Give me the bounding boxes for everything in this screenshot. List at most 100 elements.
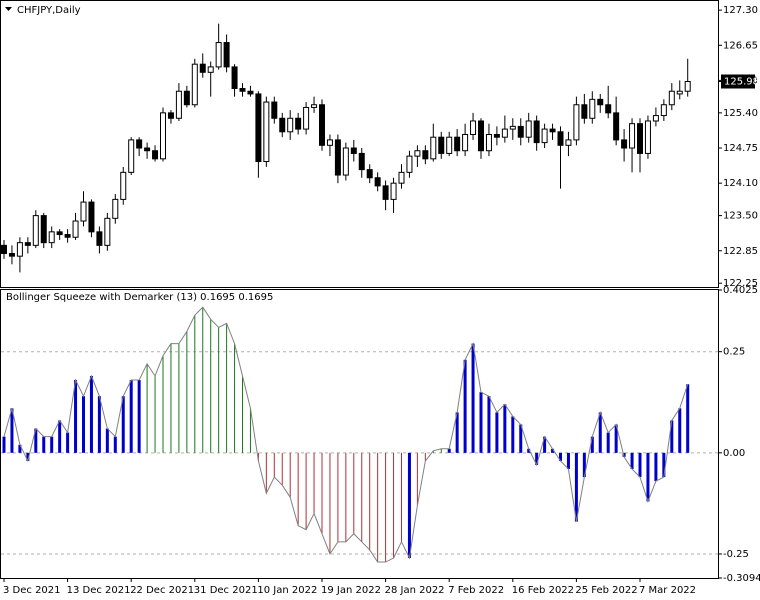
candle-body [144,147,151,152]
candle-body [48,231,55,244]
indicator-line [3,306,689,563]
candle-body [517,125,524,138]
histogram-bar [226,323,228,453]
candle-body [525,120,532,138]
candle-body [1,244,7,254]
candle-body [366,169,373,179]
candle-body [128,139,135,173]
y-tick-label: -0.3094 [723,573,760,584]
histogram-bar [535,452,539,465]
histogram-bar [26,452,30,461]
candle-body [96,231,103,246]
candle-body [501,128,508,138]
histogram-bar [345,452,347,542]
histogram-bar [614,424,618,453]
histogram-bar [74,380,78,453]
histogram-bar [495,412,499,453]
histogram-bar [146,363,148,453]
candle-body [303,106,310,130]
x-tick-label: 10 Jan 2022 [257,585,317,596]
candle-body [247,90,254,95]
histogram-bar [487,396,491,453]
candle-body [207,66,214,73]
histogram-bar [590,436,594,453]
candle-body [160,112,166,160]
candle-body [541,128,548,144]
histogram-bar [257,452,259,461]
histogram-bar [289,452,291,498]
histogram-bar [638,452,642,478]
candle-body [621,139,628,149]
candle-body [334,139,341,176]
histogram-bar [242,375,243,453]
candle-body [64,234,71,238]
candle-body [398,171,405,184]
histogram-bar [479,392,483,453]
histogram-bar [186,331,188,453]
x-tick-label: 19 Jan 2022 [321,585,381,596]
candle-body [660,104,667,117]
histogram-bar [202,307,204,453]
candle-body [24,242,31,246]
histogram-bar [194,315,196,453]
x-tick-label: 25 Feb 2022 [575,585,637,596]
histogram-bar [503,404,507,453]
candle-body [446,136,453,154]
histogram-bar [527,448,531,453]
x-tick-label: 7 Feb 2022 [448,585,504,596]
histogram-bar [154,375,156,453]
y-tick-label: 122.25 [723,278,758,289]
histogram-bar [416,452,418,506]
candle-body [382,185,389,200]
candle-body [72,220,79,238]
candle-body [509,125,516,130]
histogram-bar [97,396,101,453]
candle-body [581,104,588,119]
price-panel [0,0,719,288]
candle-body [605,104,612,114]
histogram-bar [471,343,475,453]
candle-body [175,90,182,119]
histogram-bar [50,436,54,453]
histogram-bar [432,450,434,453]
histogram-bar [361,452,363,542]
candle-body [478,120,484,152]
histogram-bar [574,452,578,522]
candle-body [40,215,47,244]
histogram-bar [566,452,570,470]
histogram-bar [178,343,180,453]
y-tick-label: 122.85 [723,246,758,257]
x-tick-label: 7 Mar 2022 [639,585,696,596]
histogram-bar [463,359,467,453]
histogram-bar [424,452,426,461]
histogram-bar [401,452,402,542]
candle-body [676,90,683,95]
candle-body [104,217,111,246]
candle-body [56,231,63,236]
candle-body [215,42,222,68]
candle-body [557,131,564,146]
candle-body [358,152,365,171]
histogram-bar [440,448,442,453]
candle-body [223,42,230,68]
histogram-bar [249,408,251,453]
histogram-bar [2,436,6,453]
histogram-bar [606,432,610,453]
candle-body [438,136,445,154]
symbol-title: CHFJPY,Daily [17,5,81,16]
x-tick-label: 13 Dec 2021 [67,585,131,596]
candle-body [462,133,469,152]
histogram-bar [559,452,562,461]
histogram-bar [313,452,315,514]
histogram-bar [305,452,307,530]
histogram-bar [321,452,323,534]
histogram-bar [265,452,267,494]
candle-body [8,252,15,257]
candle-body [589,98,596,119]
y-tick-label: 123.50 [723,211,758,222]
candle-body [414,150,421,157]
menu-arrow[interactable] [5,7,12,11]
candle-body [183,90,190,106]
candle-body [390,182,397,200]
